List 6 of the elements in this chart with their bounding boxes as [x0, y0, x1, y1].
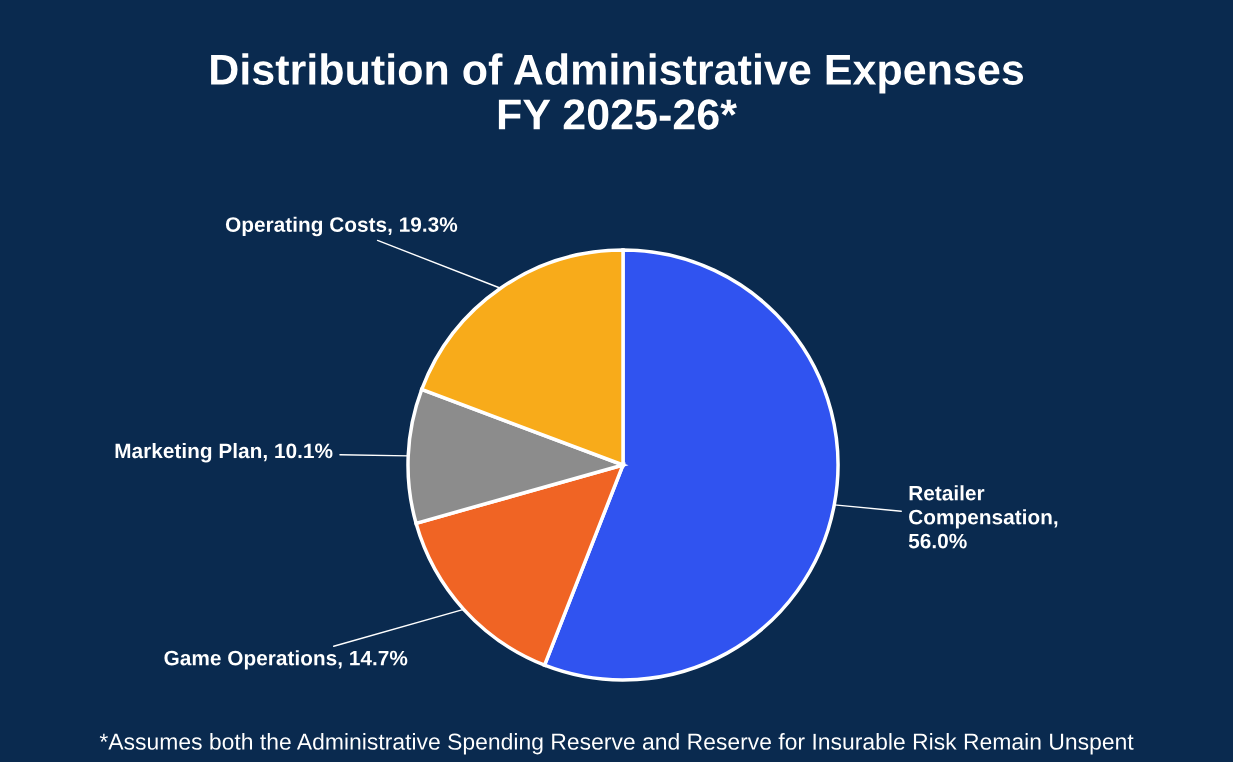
chart-title: Distribution of Administrative Expenses FY 2025-26* — [211, 53, 1024, 130]
slice-label: Marketing Plan, 10.1% — [115, 442, 333, 463]
text: *Assumes both the Administrative Spending Reserve and Reserve for Insurable Risk Remain Unspent — [99, 733, 1134, 755]
slice-label: Game Operations, 14.7% — [164, 650, 408, 670]
slice-label: Operating Costs, 19.3% — [225, 216, 458, 237]
slice-label: Retailer Compensation, 56.0% — [908, 485, 1058, 549]
